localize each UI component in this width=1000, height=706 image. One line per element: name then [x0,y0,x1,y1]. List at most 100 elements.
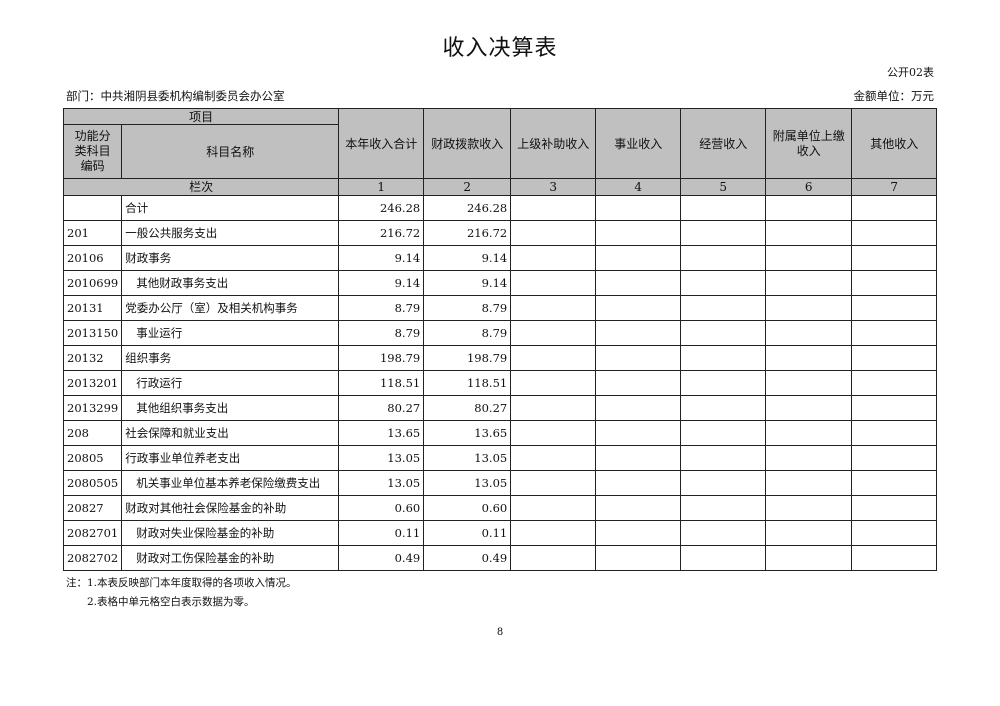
cell-total: 0.11 [338,520,425,546]
cell-empty [595,395,682,421]
cell-empty [765,420,853,446]
cell-name: 事业运行 [121,320,340,346]
header-project: 项目 [62,108,340,125]
cell-empty [680,495,767,521]
header-col-2: 财政拨款收入 [423,108,512,179]
cell-total: 216.72 [338,220,425,246]
cell-empty [765,395,853,421]
cell-empty [510,470,597,496]
cell-empty [680,545,767,571]
cell-total: 118.51 [338,370,425,396]
cell-code: 2082702 [62,545,123,571]
cell-fiscal: 9.14 [423,270,512,296]
cell-empty [595,370,682,396]
cell-empty [510,295,597,321]
cell-empty [510,320,597,346]
cell-empty [680,270,767,296]
cell-empty [851,295,938,321]
cell-empty [510,245,597,271]
cell-fiscal: 0.11 [423,520,512,546]
cell-fiscal: 198.79 [423,345,512,371]
cell-total: 0.49 [338,545,425,571]
column-number: 4 [595,178,682,196]
cell-empty [595,245,682,271]
cell-code: 208 [62,420,123,446]
row-index-label: 栏次 [62,178,340,196]
cell-empty [765,495,853,521]
column-number: 3 [510,178,597,196]
cell-empty [680,395,767,421]
table-row: 208 社会保障和就业支出 13.65 13.65 [62,420,938,446]
column-number: 1 [338,178,425,196]
cell-empty [680,370,767,396]
cell-empty [765,470,853,496]
department-label: 部门：中共湘阴县委机构编制委员会办公室 [66,89,285,103]
cell-empty [680,295,767,321]
note-1: 注：1.本表反映部门本年度取得的各项收入情况。 [66,577,297,589]
cell-empty [595,470,682,496]
cell-code: 2080505 [62,470,123,496]
cell-fiscal: 8.79 [423,295,512,321]
cell-empty [680,320,767,346]
table-row: 2080505 机关事业单位基本养老保险缴费支出 13.05 13.05 [62,470,938,496]
cell-fiscal: 13.65 [423,420,512,446]
cell-empty [595,320,682,346]
unit-label: 金额单位：万元 [853,89,935,103]
column-number: 7 [851,178,938,196]
cell-total: 9.14 [338,245,425,271]
cell-total: 13.05 [338,445,425,471]
cell-empty [680,220,767,246]
header-code: 功能分类科目编码 [62,124,123,179]
cell-code: 2013150 [62,320,123,346]
cell-empty [851,545,938,571]
header-col-7: 其他收入 [851,108,938,179]
cell-code [62,195,123,221]
cell-name: 一般公共服务支出 [121,220,340,246]
cell-empty [510,420,597,446]
cell-code: 2082701 [62,520,123,546]
header-col-3: 上级补助收入 [510,108,597,179]
cell-empty [851,245,938,271]
cell-empty [595,295,682,321]
header-col-5: 经营收入 [680,108,767,179]
column-number: 5 [680,178,767,196]
cell-empty [851,195,938,221]
cell-empty [510,370,597,396]
table-row: 20131 党委办公厅（室）及相关机构事务 8.79 8.79 [62,295,938,321]
cell-fiscal: 0.49 [423,545,512,571]
cell-total: 0.60 [338,495,425,521]
cell-empty [680,420,767,446]
cell-empty [765,245,853,271]
cell-empty [851,420,938,446]
table-row: 合计 246.28 246.28 [62,195,938,221]
cell-code: 201 [62,220,123,246]
cell-empty [765,345,853,371]
cell-empty [765,295,853,321]
cell-empty [510,495,597,521]
cell-empty [765,195,853,221]
cell-code: 20131 [62,295,123,321]
cell-total: 13.65 [338,420,425,446]
cell-fiscal: 13.05 [423,470,512,496]
cell-empty [510,520,597,546]
cell-empty [765,220,853,246]
header-col-4: 事业收入 [595,108,682,179]
cell-empty [851,320,938,346]
cell-empty [851,470,938,496]
cell-empty [595,420,682,446]
cell-code: 2010699 [62,270,123,296]
cell-empty [510,395,597,421]
cell-fiscal: 118.51 [423,370,512,396]
cell-empty [680,445,767,471]
table-row: 2010699 其他财政事务支出 9.14 9.14 [62,270,938,296]
cell-empty [510,345,597,371]
header-name: 科目名称 [121,124,340,179]
cell-name: 组织事务 [121,345,340,371]
content-area: 项目 本年收入合计 财政拨款收入 上级补助收入 事业收入 经营收入 附属单位上缴… [62,108,943,639]
cell-name: 财政事务 [121,245,340,271]
cell-empty [851,370,938,396]
cell-name: 行政运行 [121,370,340,396]
form-number: 公开02表 [887,66,934,79]
note-2: 2.表格中单元格空白表示数据为零。 [66,596,255,608]
